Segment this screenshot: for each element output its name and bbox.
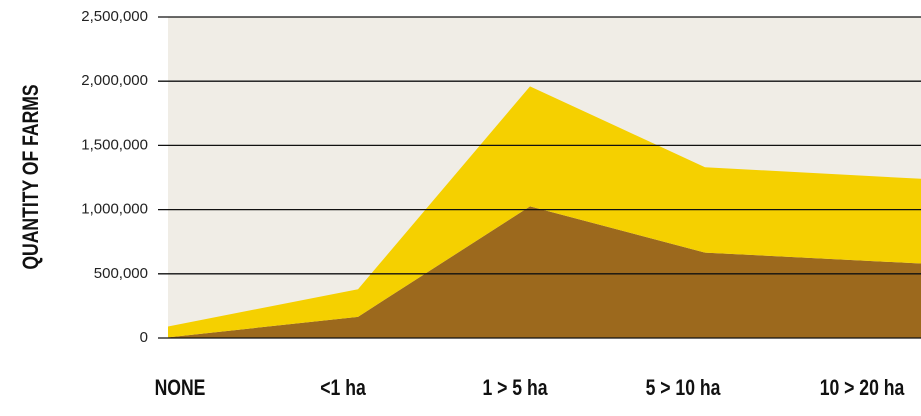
area [168, 206, 921, 338]
y-tick-label: 0 [140, 329, 148, 346]
x-tick-label: 1 > 5 ha [482, 376, 548, 400]
y-tick-label: 500,000 [94, 265, 148, 282]
x-tick-label: 5 > 10 ha [646, 376, 722, 400]
x-tick-label: NONE [155, 376, 206, 400]
x-tick-label: <1 ha [320, 376, 366, 400]
area [168, 86, 921, 338]
y-tick-label: 1,000,000 [81, 201, 148, 218]
y-axis-label: QUANTITY OF FARMS [19, 84, 43, 269]
y-tick-label: 2,000,000 [81, 72, 148, 89]
y-tick-label: 1,500,000 [81, 136, 148, 153]
y-tick-label: 2,500,000 [81, 8, 148, 25]
x-tick-label: 10 > 20 ha [820, 376, 905, 400]
